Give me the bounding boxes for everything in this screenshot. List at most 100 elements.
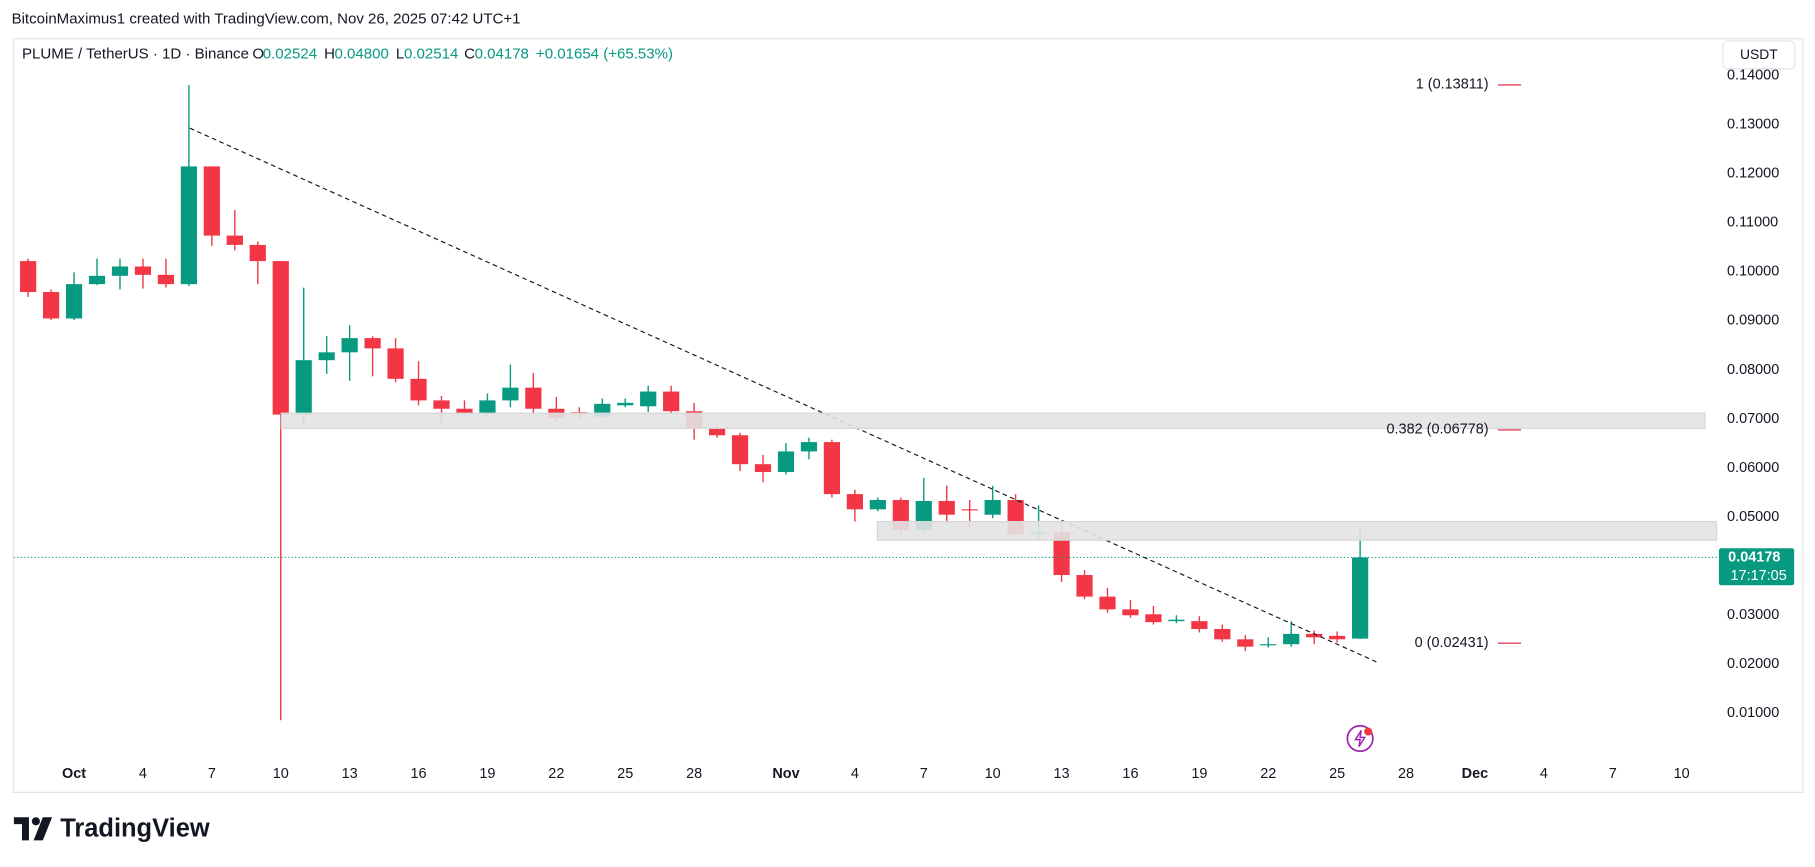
candle-body [341, 338, 358, 353]
legend-key: O [252, 45, 264, 62]
symbol: PLUME / TetherUS · 1D · Binance [22, 45, 249, 62]
candle-body [938, 500, 955, 515]
candle-body [479, 400, 496, 414]
candle-body [203, 166, 220, 236]
x-tick-label: 22 [1260, 766, 1276, 782]
candle-body [846, 494, 863, 510]
legend-change: +0.01654 (+65.53%) [536, 45, 673, 62]
candle-body [1099, 596, 1116, 610]
x-tick-label: Nov [772, 766, 799, 782]
candle-body [1329, 635, 1346, 640]
candle-body [1053, 532, 1070, 576]
candle-body [226, 235, 243, 245]
legend: PLUME / TetherUS · 1D · Binance O 0.0252… [22, 45, 673, 62]
candle-body [88, 275, 106, 285]
candle-body [42, 291, 60, 319]
x-tick-label: 28 [686, 766, 702, 782]
x-tick-label: 19 [1191, 766, 1207, 782]
currency-button[interactable] [1722, 40, 1796, 70]
y-tick-label: 0.03000 [1727, 607, 1779, 623]
candle-body [180, 166, 197, 285]
y-tick-label: 0.07000 [1727, 411, 1779, 427]
candle-body [617, 402, 634, 406]
legend-value: 0.02524 [263, 45, 317, 62]
candle-body [111, 266, 129, 276]
candle-body [433, 400, 450, 409]
currency-label: USDT [1740, 46, 1778, 62]
candle-body [731, 435, 749, 465]
candle-body [1306, 633, 1323, 638]
candle-body [1237, 639, 1254, 647]
brand-name: TradingView [60, 815, 210, 843]
legend-key: H [324, 45, 335, 62]
y-tick-label: 0.02000 [1727, 656, 1779, 672]
candle-body [1076, 575, 1093, 597]
y-tick-label: 0.01000 [1727, 705, 1779, 721]
y-tick-label: 0.12000 [1727, 166, 1779, 182]
candle-body [640, 391, 657, 407]
y-tick-label: 0.05000 [1727, 509, 1779, 525]
x-tick-label: 7 [208, 766, 216, 782]
x-tick-label: 7 [920, 766, 928, 782]
candle-body [1122, 609, 1139, 616]
candle-body [20, 261, 37, 292]
candle-body [777, 451, 795, 473]
fib-label: 1 (0.13811) [1416, 77, 1489, 93]
x-tick-label: Oct [62, 766, 86, 782]
event-bolt [1354, 730, 1367, 748]
y-tick-label: 0.13000 [1727, 117, 1779, 133]
candle-body [823, 442, 841, 495]
candle-body [272, 261, 289, 415]
candle-body [525, 387, 542, 409]
candle-body [364, 338, 381, 349]
y-tick-label: 0.06000 [1727, 460, 1779, 476]
legend-key: L [396, 45, 404, 62]
candle-body [1214, 628, 1231, 640]
x-tick-label: 16 [1122, 766, 1138, 782]
x-tick-label: 13 [342, 766, 358, 782]
candle-body [984, 499, 1001, 515]
candle-body [1145, 614, 1162, 623]
countdown-label: 17:17:05 [1731, 568, 1787, 584]
event-icon[interactable] [1346, 724, 1374, 753]
candle-body [456, 408, 473, 414]
logo-part [33, 817, 53, 841]
legend-value: 0.04178 [475, 45, 529, 62]
candle-body [869, 499, 886, 510]
candle-body [157, 274, 175, 285]
y-tick-label: 0.11000 [1727, 215, 1778, 231]
candle-body [502, 387, 519, 401]
candle-body [65, 284, 83, 319]
x-tick-label: 10 [985, 766, 1001, 782]
y-tick-label: 0.09000 [1727, 313, 1779, 329]
x-tick-label: 19 [479, 766, 495, 782]
candle-body [1191, 621, 1208, 629]
candle-body [410, 378, 427, 401]
x-tick-label: 28 [1398, 766, 1414, 782]
y-tick-label: 0.10000 [1727, 264, 1779, 280]
legend-value: 0.04800 [335, 45, 389, 62]
x-tick-label: 13 [1054, 766, 1070, 782]
candle-body [1168, 619, 1185, 622]
x-tick-label: 10 [273, 766, 289, 782]
x-tick-label: 25 [1329, 766, 1345, 782]
y-tick-label: 0.14000 [1727, 67, 1779, 83]
event-dot [1364, 727, 1373, 736]
fib-label: 0 (0.02431) [1415, 635, 1489, 651]
candle-body [295, 360, 312, 415]
last-price-label: 0.04178 [1728, 549, 1780, 565]
candle-body [387, 348, 404, 379]
candle-body [249, 244, 266, 262]
brand-logo [13, 817, 53, 841]
y-tick-label: 0.08000 [1727, 362, 1779, 378]
candle-body [663, 391, 680, 412]
candle-body [318, 352, 335, 361]
candle-body [800, 442, 818, 452]
zone [876, 520, 1718, 541]
zone [280, 412, 1706, 429]
x-tick-label: 4 [851, 766, 859, 782]
logo-part [31, 817, 40, 826]
legend-value: 0.02514 [404, 45, 458, 62]
